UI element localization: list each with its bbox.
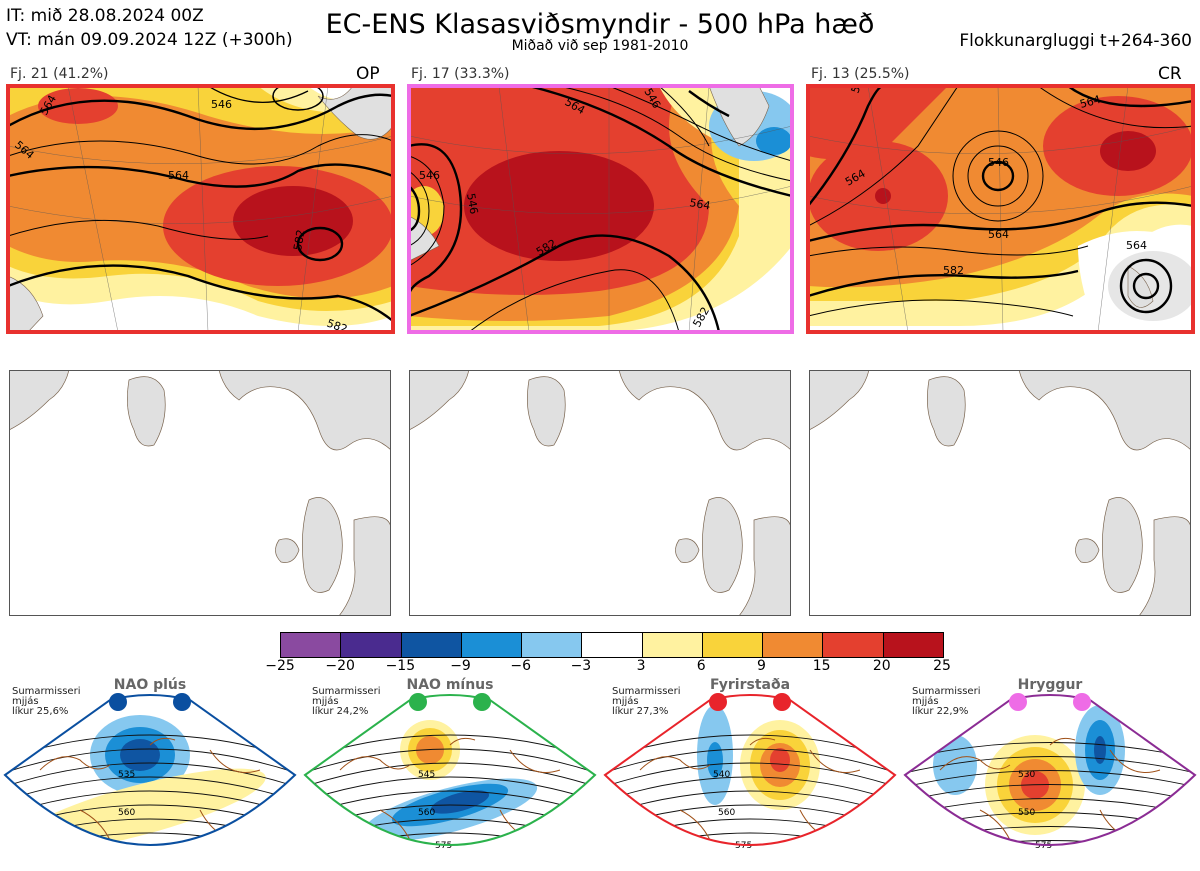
colorbar-ticks: −25 −20 −15 −9 −6 −3 3 6 9 15 20 25 <box>265 656 951 676</box>
empty-map-2 <box>409 370 791 616</box>
colorbar-swatch <box>281 633 342 657</box>
cluster-3-map: 546 564 564 546 564 564 582 <box>808 86 1193 332</box>
regime-note-line: mjjás <box>612 696 639 707</box>
colorbar-swatch <box>823 633 884 657</box>
contour-label: 564 <box>168 169 189 182</box>
regime-title: Fyrirstaða <box>709 677 791 693</box>
contour-label: 546 <box>464 192 480 215</box>
regime-marker-dot <box>173 693 191 711</box>
contour-label: 546 <box>849 86 868 95</box>
regime-contour-label: 575 <box>435 841 452 851</box>
contour-label: 564 <box>988 228 1009 241</box>
colorbar-swatch <box>461 633 523 657</box>
regime-note-line: mjjás <box>312 696 339 707</box>
regime-map: 530 550 575 <box>903 693 1197 851</box>
regime-title: Hryggur <box>1017 677 1083 693</box>
cluster-3-tag: CR <box>1158 64 1182 84</box>
regime-note-line: líkur 25,6% <box>12 706 69 717</box>
regime-note: Sumarmisseri mjjás líkur 24,2% <box>312 687 380 717</box>
regime-note-line: mjjás <box>12 696 39 707</box>
cluster-1-map: 546 564 564 564 582 582 <box>8 86 393 332</box>
regime-marker-dot <box>1009 693 1027 711</box>
regime-map: 540 560 575 <box>603 693 897 851</box>
regime-contour-label: 575 <box>735 841 752 851</box>
colorbar-tick-label: 9 <box>756 658 766 674</box>
regime-map: 545 560 575 <box>303 693 597 851</box>
regime-note-line: Sumarmisseri <box>912 686 981 697</box>
colorbar-swatch <box>883 633 943 657</box>
page-title: EC-ENS Klasasviðsmyndir - 500 hPa hæð <box>325 9 875 40</box>
regime-contour-label: 540 <box>713 770 730 780</box>
cluster-2-map: 564 546 546 564 582 582 546 <box>409 86 792 332</box>
contour-label: 564 <box>1126 239 1147 252</box>
colorbar-swatch <box>522 633 583 657</box>
contour-label: 546 <box>988 156 1009 169</box>
regime-note-line: mjjás <box>912 696 939 707</box>
colorbar-tick-label: −6 <box>510 658 532 674</box>
initial-time: IT: mið 28.08.2024 00Z <box>6 6 204 26</box>
colorbar-swatch <box>763 633 824 657</box>
colorbar-swatch <box>642 633 703 657</box>
colorbar-swatch <box>341 633 402 657</box>
regime-marker-dot <box>709 693 727 711</box>
regime-note-line: Sumarmisseri <box>312 686 381 697</box>
regime-note-line: Sumarmisseri <box>612 686 681 697</box>
colorbar-swatch <box>401 633 462 657</box>
regime-contour-label: 575 <box>1035 841 1052 851</box>
colorbar-tick-label: 20 <box>872 658 891 674</box>
cluster-2-label: Fj. 17 (33.3%) <box>411 66 510 82</box>
colorbar-tick-label: 6 <box>696 658 706 674</box>
regime-title: NAO plús <box>113 677 187 693</box>
colorbar-tick-label: −20 <box>325 658 355 674</box>
colorbar-tick-label: −15 <box>385 658 416 674</box>
contour-label: 582 <box>943 264 964 277</box>
regime-contour-label: 530 <box>1018 770 1035 780</box>
regime-note: Sumarmisseri mjjás líkur 25,6% <box>12 687 80 717</box>
regime-note: Sumarmisseri mjjás líkur 27,3% <box>612 687 680 717</box>
contour-label: 564 <box>688 196 711 212</box>
regime-contour-label: 545 <box>418 770 435 780</box>
regime-note-line: Sumarmisseri <box>12 686 81 697</box>
colorbar-tick-label: 3 <box>636 658 646 674</box>
colorbar-swatch <box>702 633 764 657</box>
colorbar-swatch <box>582 633 643 657</box>
colorbar-tick-label: 15 <box>812 658 831 674</box>
classification-window: Flokkunargluggi t+264-360 <box>959 31 1192 51</box>
page-subtitle: Miðað við sep 1981-2010 <box>511 38 689 54</box>
regime-marker-dot <box>473 693 491 711</box>
empty-map-3 <box>809 370 1191 616</box>
contour-label: 546 <box>419 169 440 182</box>
empty-map-1 <box>9 370 391 616</box>
contour-label: 564 <box>1078 93 1102 111</box>
colorbar-tick-label: −9 <box>450 658 471 674</box>
regime-note: Sumarmisseri mjjás líkur 22,9% <box>912 687 980 717</box>
cluster-3-label: Fj. 13 (25.5%) <box>811 66 910 82</box>
valid-time: VT: mán 09.09.2024 12Z (+300h) <box>6 30 293 50</box>
regime-note-line: líkur 22,9% <box>912 706 969 717</box>
colorbar-tick-label: −25 <box>265 658 295 674</box>
regime-marker-dot <box>1073 693 1091 711</box>
colorbar <box>280 632 944 658</box>
regime-marker-dot <box>109 693 127 711</box>
regime-contour-label: 560 <box>118 808 135 818</box>
regime-map: 535 560 <box>3 693 297 846</box>
cluster-1-tag: OP <box>356 64 380 84</box>
regime-note-line: líkur 24,2% <box>312 706 369 717</box>
regime-contour-label: 535 <box>118 770 135 780</box>
regime-contour-label: 560 <box>418 808 435 818</box>
header-info: IT: mið 28.08.2024 00Z VT: mán 09.09.202… <box>6 4 293 52</box>
cluster-1-label: Fj. 21 (41.2%) <box>10 66 109 82</box>
regime-title: NAO mínus <box>406 677 494 693</box>
contour-label: 546 <box>211 98 232 111</box>
regime-note-line: líkur 27,3% <box>612 706 669 717</box>
regime-marker-dot <box>773 693 791 711</box>
contour-label: 582 <box>291 229 307 252</box>
colorbar-tick-label: 25 <box>933 658 951 674</box>
colorbar-tick-label: −3 <box>570 658 592 674</box>
regime-marker-dot <box>409 693 427 711</box>
regime-contour-label: 550 <box>1018 808 1035 818</box>
regime-contour-label: 560 <box>718 808 735 818</box>
